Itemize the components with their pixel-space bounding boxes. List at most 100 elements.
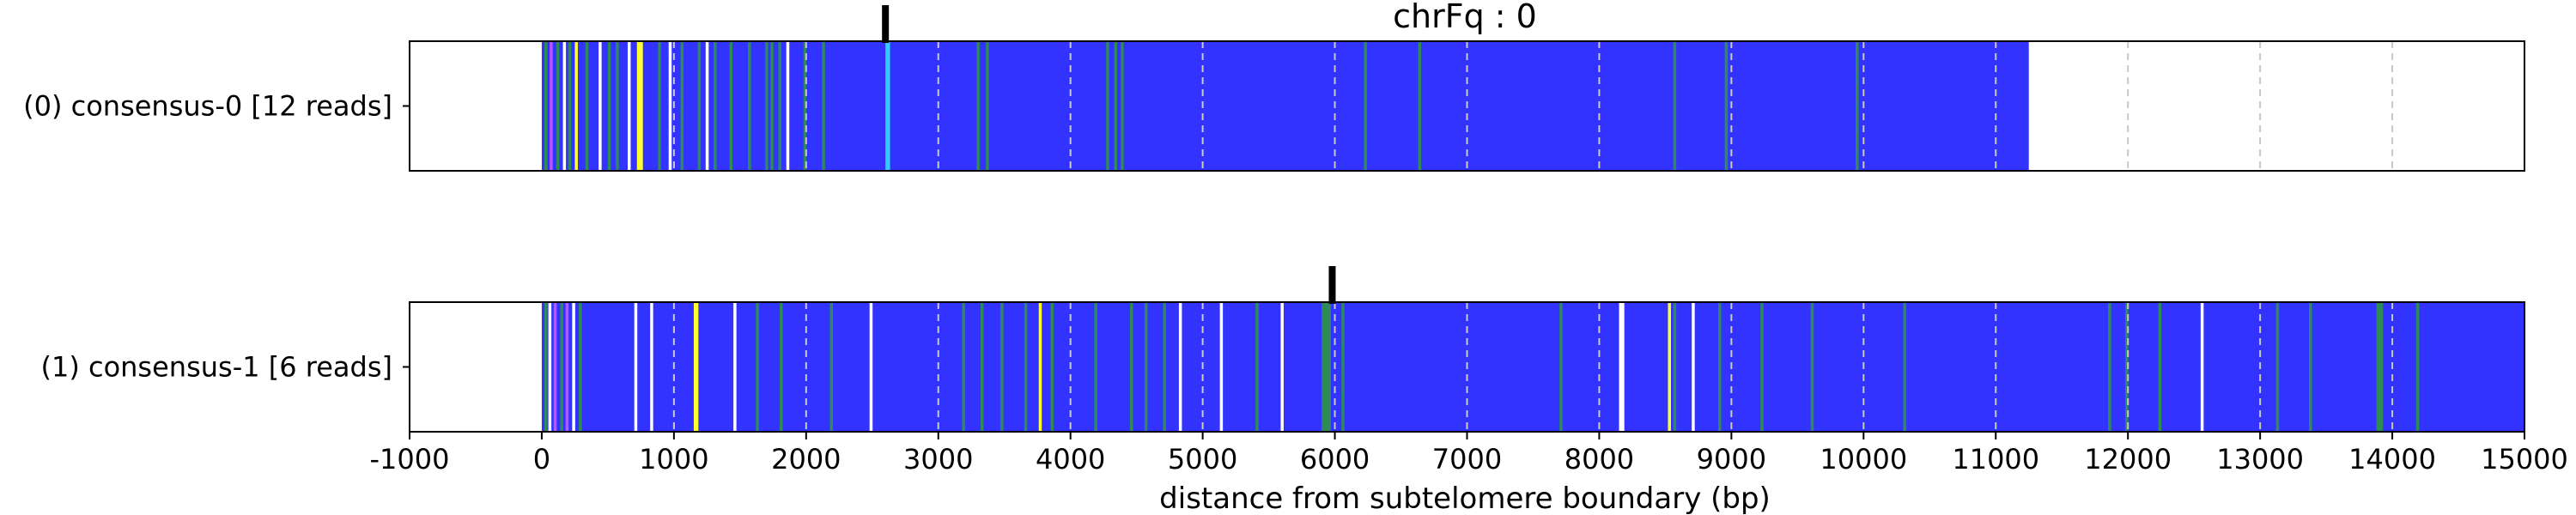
stripe-green — [1341, 302, 1345, 432]
x-tick-label: 3000 — [903, 443, 973, 476]
stripe-green — [556, 41, 560, 171]
x-tick-label: -1000 — [370, 443, 450, 476]
x-tick-label: 8000 — [1564, 443, 1634, 476]
stripe-green — [1760, 302, 1764, 432]
stripe-green — [2309, 302, 2312, 432]
consensus-row-0: (0) consensus-0 [12 reads] — [23, 5, 2525, 172]
x-tick-label: 9000 — [1697, 443, 1766, 476]
rows-group: (0) consensus-0 [12 reads] (1) consensus-… — [23, 5, 2525, 433]
x-tick-label: 13000 — [2216, 443, 2304, 476]
stripe-green — [544, 302, 548, 432]
stripe-white — [1219, 302, 1224, 432]
stripe-yellow — [693, 302, 699, 432]
x-axis: -1000 0 1000 2000 3000 4000 5000 6000 7000 8000 90… — [370, 432, 2568, 476]
stripe-green — [780, 302, 783, 432]
stripe-green — [2415, 302, 2420, 432]
stripe-white — [562, 41, 567, 171]
stripe-green — [568, 41, 572, 171]
chart-title: chrFq : 0 — [1393, 0, 1537, 35]
stripe-green — [1810, 302, 1814, 432]
stripe-green — [2125, 302, 2129, 432]
stripe-yellow — [574, 41, 578, 171]
consensus-row-1: (1) consensus-1 [6 reads] — [40, 266, 2525, 433]
stripe-green — [1724, 41, 1728, 171]
stripe-green — [829, 302, 834, 432]
stripe-green — [616, 41, 619, 171]
stripe-green — [1673, 302, 1677, 432]
stripe-green — [1106, 41, 1109, 171]
stripe-white — [1619, 302, 1625, 432]
stripe-green — [748, 41, 751, 171]
stripe-white — [650, 302, 653, 432]
stripe-white — [786, 41, 790, 171]
stripe-green — [1903, 302, 1906, 432]
stripe-green — [697, 41, 702, 171]
x-tick-label: 7000 — [1432, 443, 1502, 476]
stripe-white — [1692, 302, 1695, 432]
stripe-green — [585, 41, 589, 171]
stripe-green — [1364, 41, 1367, 171]
stripe-green — [1321, 302, 1331, 432]
stripe-green — [1559, 302, 1563, 432]
x-tick-label: 12000 — [2084, 443, 2172, 476]
stripe-green — [756, 302, 759, 432]
position-marker — [1328, 266, 1336, 304]
stripe-yellow — [636, 41, 643, 171]
stripe-white — [2200, 302, 2204, 432]
stripe-green — [803, 41, 807, 171]
stripe-white — [548, 302, 552, 432]
stripe-green — [981, 302, 984, 432]
stripe-green — [1050, 302, 1054, 432]
sequence-span — [541, 302, 2524, 432]
position-marker — [882, 5, 890, 43]
stripe-green — [770, 41, 774, 171]
stripe-green — [579, 302, 582, 432]
stripe-green — [2108, 302, 2111, 432]
stripe-green — [1255, 302, 1259, 432]
stripe-green — [822, 41, 825, 171]
stripe-green — [1856, 41, 1859, 171]
x-tick-label: 15000 — [2481, 443, 2568, 476]
stripe-green — [1144, 302, 1148, 432]
stripe-green — [1418, 41, 1422, 171]
stripe-green — [778, 41, 781, 171]
stripe-green — [976, 41, 980, 171]
stripe-white — [733, 302, 737, 432]
x-tick-label: 1000 — [639, 443, 708, 476]
stripe-green — [544, 41, 548, 171]
stripe-white — [1280, 302, 1284, 432]
stripe-white — [634, 302, 638, 432]
stripe-white — [572, 302, 575, 432]
x-tick-label: 11000 — [1952, 443, 2039, 476]
stripe-green — [658, 41, 661, 171]
stripe-magenta — [565, 302, 569, 432]
row-label: (1) consensus-1 [6 reads] — [40, 351, 392, 384]
stripe-white — [627, 41, 631, 171]
row-label: (0) consensus-0 [12 reads] — [23, 90, 392, 123]
stripe-green — [765, 41, 769, 171]
stripe-green — [1121, 41, 1124, 171]
stripe-green — [986, 41, 989, 171]
x-axis-label: distance from subtelomere boundary (bp) — [1159, 482, 1771, 515]
stripe-green — [1717, 302, 1722, 432]
stripe-green — [1163, 302, 1166, 432]
x-tick-label: 14000 — [2348, 443, 2436, 476]
stripe-green — [2275, 302, 2280, 432]
stripe-green — [1114, 41, 1117, 171]
stripe-green — [2376, 302, 2384, 432]
stripe-white — [1178, 302, 1182, 432]
stripe-cyan — [885, 41, 890, 171]
stripe-green — [560, 302, 563, 432]
x-tick-label: 2000 — [771, 443, 841, 476]
stripe-green — [680, 41, 684, 171]
x-tick-label: 5000 — [1168, 443, 1237, 476]
x-tick-label: 10000 — [1820, 443, 1907, 476]
stripe-yellow — [1038, 302, 1042, 432]
stripe-magenta — [553, 302, 557, 432]
stripe-white — [869, 302, 873, 432]
stripe-green — [1129, 302, 1133, 432]
stripe-white — [598, 41, 602, 171]
x-tick-label: 4000 — [1036, 443, 1105, 476]
stripe-green — [962, 302, 965, 432]
